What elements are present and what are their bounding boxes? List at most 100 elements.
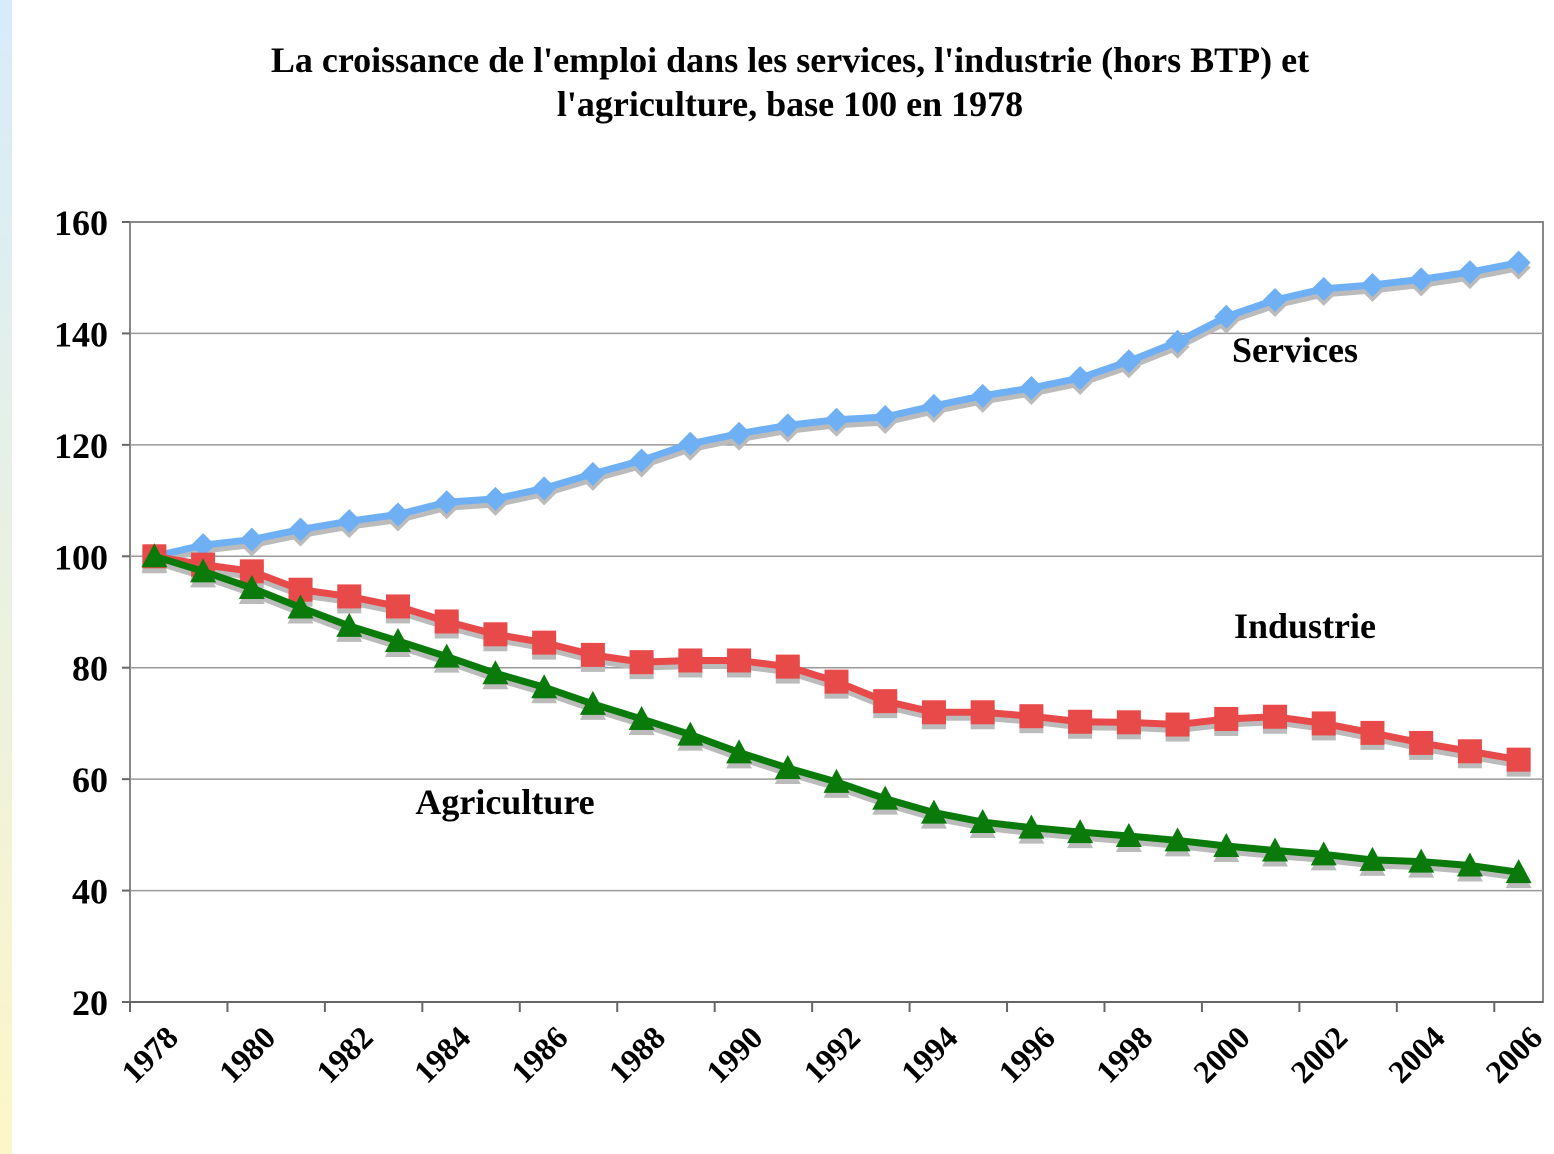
marker — [1360, 720, 1385, 745]
marker — [1165, 712, 1190, 737]
marker — [921, 700, 946, 725]
x-tick-label: 2002 — [1284, 1019, 1355, 1090]
series-label: Industrie — [1234, 606, 1376, 646]
marker — [921, 393, 946, 418]
marker — [287, 594, 314, 619]
marker — [823, 768, 850, 793]
marker — [1019, 704, 1044, 729]
marker — [1359, 846, 1386, 871]
marker — [190, 558, 217, 583]
y-tick-label: 40 — [72, 872, 108, 912]
y-tick-label: 120 — [54, 426, 108, 466]
marker — [337, 509, 362, 534]
marker — [824, 669, 849, 694]
marker — [774, 755, 801, 779]
marker — [629, 650, 654, 675]
marker — [873, 405, 898, 429]
marker — [1409, 267, 1434, 292]
y-tick-label: 100 — [54, 537, 108, 577]
marker — [288, 517, 313, 542]
marker — [872, 785, 899, 810]
x-tick-label: 1988 — [601, 1019, 672, 1090]
marker — [1457, 260, 1482, 285]
marker — [1506, 747, 1531, 772]
x-tick-label: 2004 — [1381, 1019, 1452, 1090]
marker — [1311, 276, 1336, 301]
marker — [239, 527, 264, 552]
x-tick-label: 1992 — [796, 1019, 867, 1090]
marker — [873, 689, 898, 714]
marker — [727, 421, 752, 446]
y-tick-label: 80 — [72, 649, 108, 689]
marker — [1456, 852, 1483, 877]
y-tick-label: 20 — [72, 983, 108, 1023]
y-tick-label: 60 — [72, 760, 108, 800]
marker — [579, 690, 606, 715]
marker — [1214, 706, 1239, 731]
marker — [1067, 819, 1094, 844]
marker — [434, 490, 459, 515]
x-tick-label: 1990 — [699, 1019, 770, 1090]
x-tick-label: 2000 — [1186, 1019, 1257, 1090]
marker — [1310, 841, 1337, 866]
marker — [1311, 711, 1336, 736]
marker — [531, 674, 558, 699]
marker — [1019, 376, 1044, 401]
marker — [1213, 833, 1240, 857]
marker — [433, 643, 460, 668]
marker — [726, 739, 753, 764]
marker — [1116, 349, 1141, 374]
marker — [775, 654, 800, 679]
marker — [238, 575, 265, 600]
marker — [1262, 837, 1289, 862]
marker — [1360, 272, 1385, 297]
x-tick-label: 1986 — [504, 1019, 575, 1090]
marker — [532, 630, 557, 655]
marker — [1408, 848, 1435, 873]
x-tick-label: 2006 — [1478, 1019, 1549, 1090]
marker — [970, 700, 995, 725]
y-tick-label: 160 — [54, 203, 108, 243]
marker — [678, 648, 703, 673]
marker — [1263, 288, 1288, 312]
marker — [384, 627, 411, 652]
marker — [1018, 814, 1045, 839]
marker — [1165, 329, 1190, 354]
marker — [677, 721, 704, 746]
marker — [629, 448, 654, 473]
x-tick-label: 1984 — [407, 1019, 478, 1090]
marker — [1116, 710, 1141, 735]
marker — [628, 705, 655, 730]
marker — [1263, 704, 1288, 729]
marker — [727, 648, 752, 673]
marker — [385, 594, 410, 619]
marker — [1214, 304, 1239, 329]
x-tick-label: 1998 — [1089, 1019, 1160, 1090]
marker — [482, 660, 509, 685]
marker — [824, 407, 849, 432]
x-tick-label: 1982 — [309, 1019, 380, 1090]
marker — [1068, 366, 1093, 390]
x-tick-label: 1980 — [212, 1019, 283, 1090]
marker — [191, 533, 216, 558]
marker — [580, 461, 605, 486]
marker — [1115, 822, 1142, 847]
marker — [969, 809, 996, 834]
marker — [678, 431, 703, 456]
marker — [920, 799, 947, 824]
marker — [483, 486, 508, 511]
marker — [483, 622, 508, 647]
marker — [1457, 739, 1482, 764]
x-tick-label: 1996 — [991, 1019, 1062, 1090]
marker — [336, 612, 363, 637]
x-tick-label: 1994 — [894, 1019, 965, 1090]
marker — [1505, 859, 1532, 884]
series-label: Services — [1232, 330, 1358, 370]
marker — [580, 642, 605, 667]
marker — [1164, 827, 1191, 852]
marker — [970, 383, 995, 408]
marker — [775, 413, 800, 438]
marker — [434, 609, 459, 634]
